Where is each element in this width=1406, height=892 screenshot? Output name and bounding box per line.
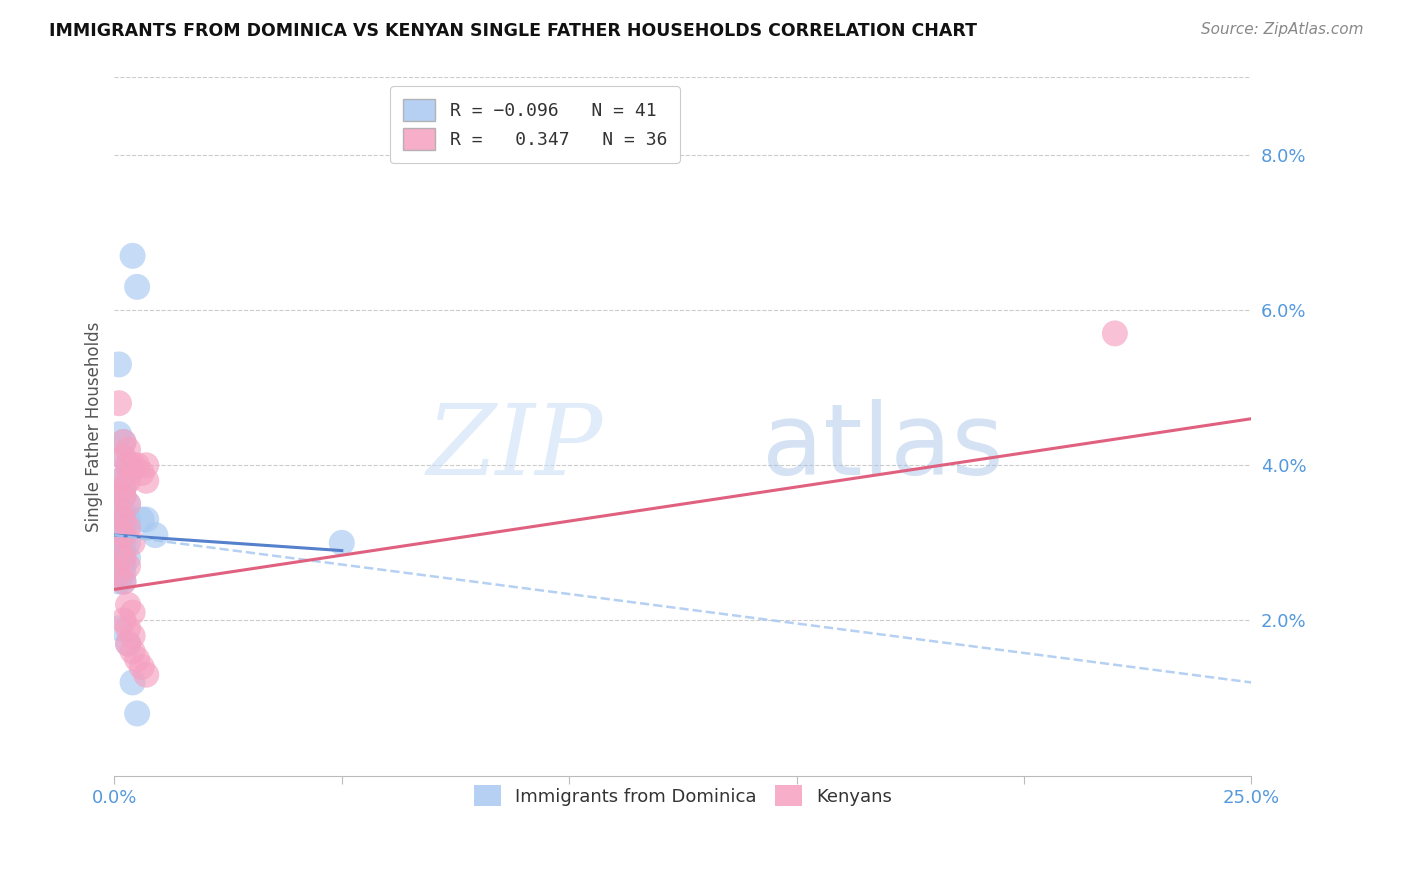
Point	[121, 644, 143, 658]
Text: IMMIGRANTS FROM DOMINICA VS KENYAN SINGLE FATHER HOUSEHOLDS CORRELATION CHART: IMMIGRANTS FROM DOMINICA VS KENYAN SINGL…	[49, 22, 977, 40]
Point	[112, 528, 135, 542]
Point	[117, 551, 139, 566]
Point	[108, 528, 131, 542]
Point	[330, 536, 353, 550]
Point	[117, 520, 139, 534]
Point	[112, 435, 135, 450]
Point	[108, 474, 131, 488]
Point	[108, 427, 131, 442]
Point	[112, 489, 135, 503]
Text: ZIP: ZIP	[427, 400, 603, 495]
Point	[143, 528, 166, 542]
Point	[112, 543, 135, 558]
Point	[117, 598, 139, 612]
Point	[112, 512, 135, 526]
Point	[108, 566, 131, 581]
Point	[108, 543, 131, 558]
Point	[112, 551, 135, 566]
Point	[112, 489, 135, 503]
Point	[121, 675, 143, 690]
Point	[108, 520, 131, 534]
Point	[121, 249, 143, 263]
Legend: Immigrants from Dominica, Kenyans: Immigrants from Dominica, Kenyans	[464, 776, 901, 815]
Point	[121, 458, 143, 473]
Point	[117, 637, 139, 651]
Point	[117, 621, 139, 635]
Point	[108, 474, 131, 488]
Point	[135, 474, 157, 488]
Point	[121, 606, 143, 620]
Point	[112, 450, 135, 465]
Point	[112, 505, 135, 519]
Point	[108, 396, 131, 410]
Point	[108, 559, 131, 574]
Point	[112, 536, 135, 550]
Point	[112, 450, 135, 465]
Point	[117, 458, 139, 473]
Point	[131, 660, 153, 674]
Point	[112, 528, 135, 542]
Point	[127, 280, 149, 294]
Point	[117, 559, 139, 574]
Point	[127, 706, 149, 721]
Point	[112, 566, 135, 581]
Point	[135, 458, 157, 473]
Point	[117, 536, 139, 550]
Point	[108, 505, 131, 519]
Point	[112, 551, 135, 566]
Point	[117, 497, 139, 511]
Point	[131, 466, 153, 480]
Point	[108, 574, 131, 589]
Point	[108, 358, 131, 372]
Point	[108, 621, 131, 635]
Point	[1104, 326, 1126, 341]
Point	[112, 559, 135, 574]
Point	[117, 458, 139, 473]
Point	[108, 536, 131, 550]
Point	[117, 442, 139, 457]
Point	[112, 482, 135, 496]
Point	[112, 520, 135, 534]
Point	[117, 512, 139, 526]
Point	[117, 497, 139, 511]
Point	[112, 574, 135, 589]
Point	[127, 458, 149, 473]
Point	[117, 474, 139, 488]
Point	[135, 512, 157, 526]
Point	[117, 466, 139, 480]
Y-axis label: Single Father Households: Single Father Households	[86, 321, 103, 532]
Point	[117, 637, 139, 651]
Text: atlas: atlas	[762, 399, 1004, 496]
Point	[135, 667, 157, 681]
Point	[108, 543, 131, 558]
Point	[108, 489, 131, 503]
Point	[112, 574, 135, 589]
Point	[127, 652, 149, 666]
Point	[121, 536, 143, 550]
Point	[112, 482, 135, 496]
Text: Source: ZipAtlas.com: Source: ZipAtlas.com	[1201, 22, 1364, 37]
Point	[112, 435, 135, 450]
Point	[112, 613, 135, 627]
Point	[108, 505, 131, 519]
Point	[131, 512, 153, 526]
Point	[108, 566, 131, 581]
Point	[121, 629, 143, 643]
